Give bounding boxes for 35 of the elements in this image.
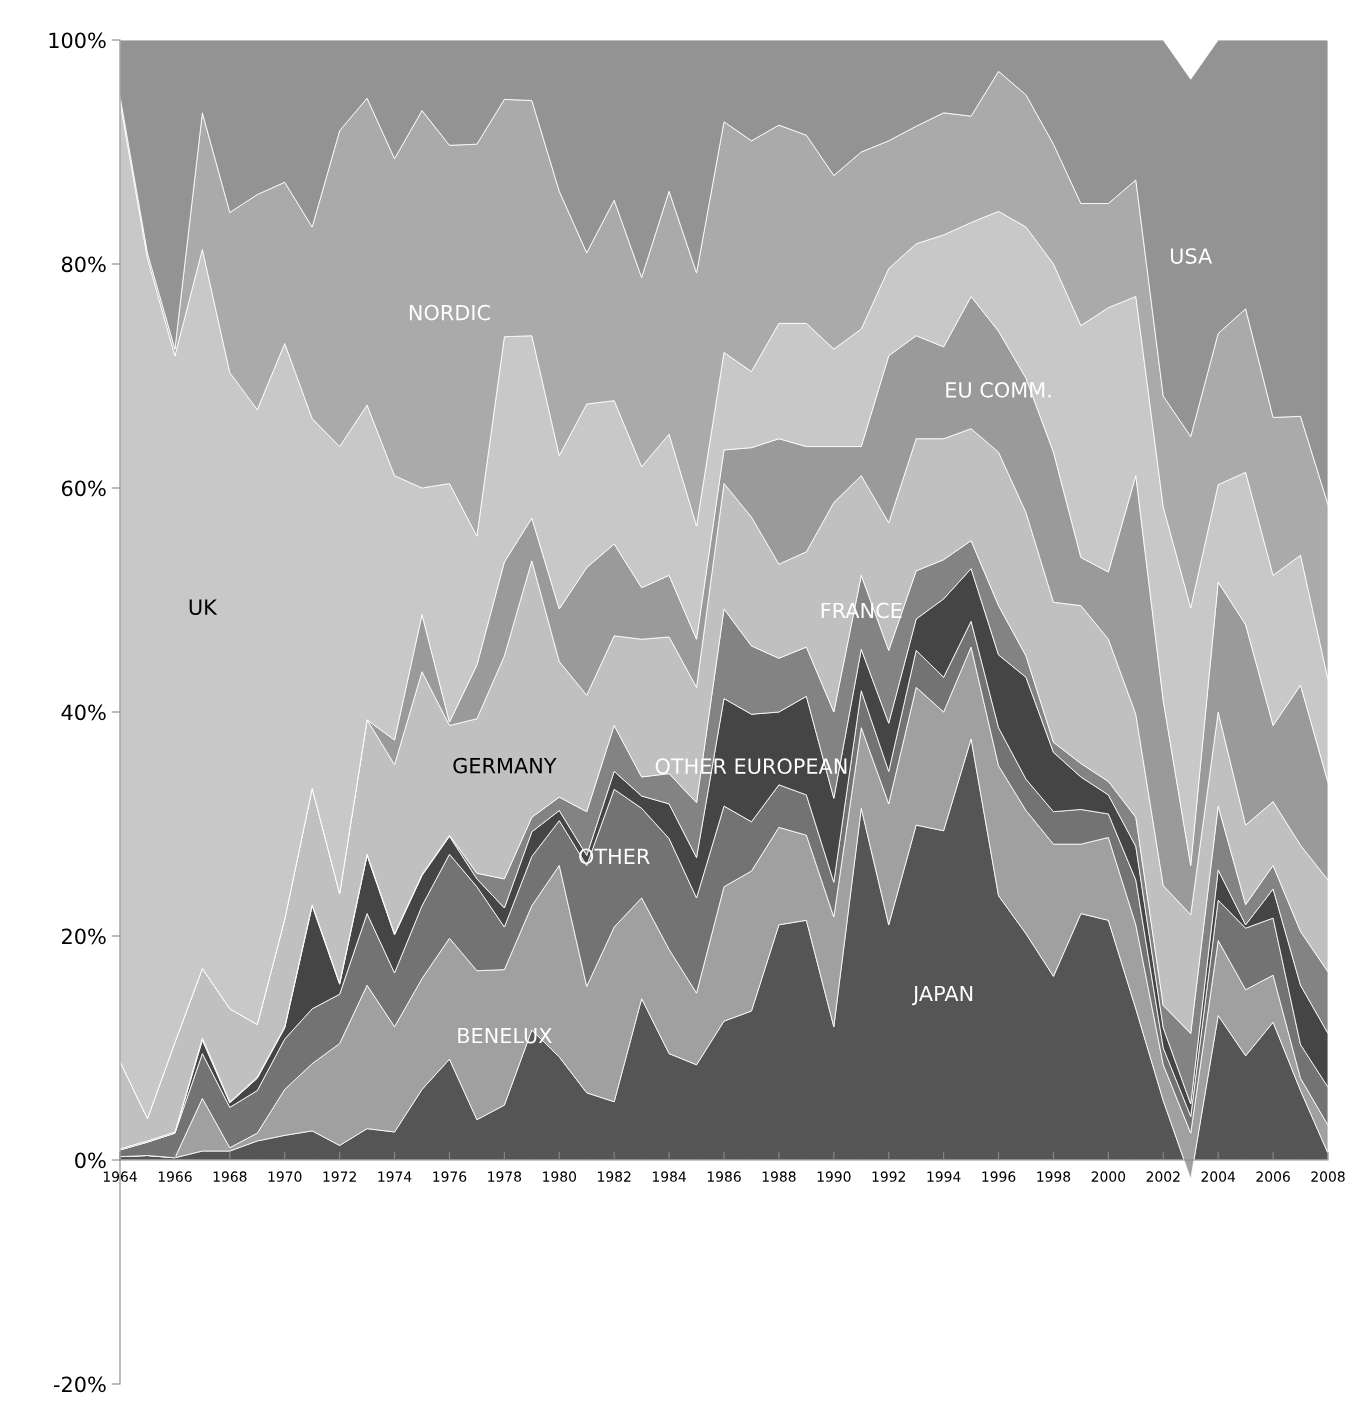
- x-tick-label: 1998: [1037, 1171, 1071, 1182]
- x-tick-label: 1964: [103, 1171, 137, 1182]
- x-tick-label: 1972: [323, 1171, 356, 1182]
- x-tick-label: 1982: [598, 1171, 631, 1182]
- x-tick-label: 1984: [652, 1171, 686, 1182]
- x-tick-label: 1968: [213, 1171, 247, 1182]
- y-tick-label: 60%: [61, 480, 106, 497]
- x-tick-label: 1986: [707, 1171, 741, 1182]
- series-label: UK: [189, 599, 218, 615]
- series-label: USA: [1170, 248, 1213, 264]
- x-tick-label: 2006: [1256, 1171, 1290, 1182]
- y-tick-label: 40%: [61, 704, 106, 721]
- x-tick-label: 1978: [488, 1171, 522, 1182]
- y-tick-label: 100%: [49, 32, 106, 49]
- x-tick-label: 2000: [1091, 1171, 1126, 1182]
- x-tick-label: 2004: [1201, 1171, 1236, 1182]
- x-tick-label: 1966: [158, 1171, 192, 1182]
- series-label: GERMANY: [453, 757, 557, 774]
- x-tick-label: 1970: [268, 1171, 302, 1182]
- y-tick-label: -20%: [54, 1376, 106, 1393]
- x-tick-label: 2002: [1146, 1171, 1180, 1182]
- x-tick-label: 2008: [1311, 1171, 1345, 1182]
- x-tick-label: 1992: [872, 1171, 906, 1182]
- series-label: NORDIC: [409, 304, 490, 321]
- x-tick-label: 1990: [817, 1171, 851, 1182]
- x-tick-label: 1980: [543, 1171, 577, 1182]
- series-label: JAPAN: [912, 985, 973, 1006]
- x-tick-label: 1994: [927, 1171, 961, 1182]
- y-tick-label: 20%: [62, 928, 106, 945]
- y-tick-label: 80%: [61, 256, 106, 273]
- x-tick-label: 1974: [378, 1171, 412, 1182]
- x-tick-label: 1976: [433, 1171, 467, 1182]
- x-tick-label: 1996: [982, 1171, 1016, 1182]
- y-tick-label: 0%: [75, 1152, 106, 1169]
- x-tick-label: 1988: [762, 1171, 796, 1182]
